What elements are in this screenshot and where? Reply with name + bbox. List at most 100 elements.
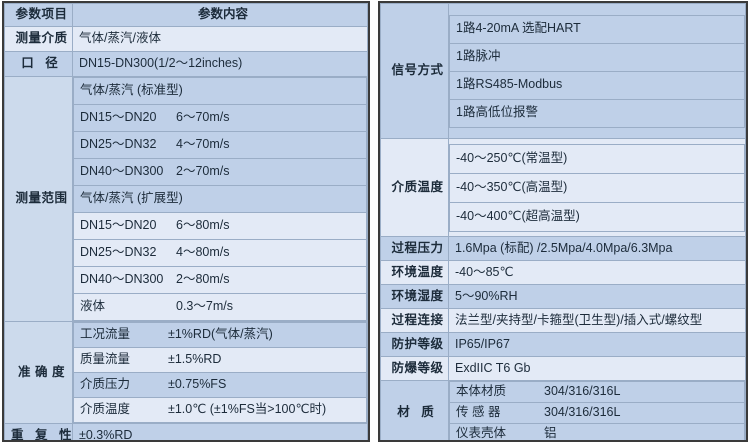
- material-name: 本体材质: [456, 384, 507, 399]
- row-label-protection-grade: 防护等级: [380, 332, 449, 357]
- list-item: DN25～DN32 4～70m/s: [73, 131, 367, 159]
- material-value: 304/316/316L: [544, 405, 621, 420]
- signal-line: 1路脉冲: [449, 42, 745, 72]
- row-value-accuracy: 工况流量 ±1%RD(气体/蒸汽) 质量流量 ±1.5%RD 介质压力 ±0.75%F…: [72, 321, 368, 424]
- signal-line: 1路高低位报警: [449, 98, 745, 128]
- row-value-medium: 气体/蒸汽/液体: [72, 26, 368, 52]
- row-value-measuring-range: 气体/蒸汽 (标准型) DN15～DN20 6～70m/s DN25～DN32 4～…: [72, 76, 368, 322]
- range-row: DN40～DN300 2～80m/s: [73, 266, 367, 294]
- accuracy-value: ±1%RD(气体/蒸汽): [168, 327, 273, 342]
- left-spec-panel: 参数项目 参数内容 测量介质 气体/蒸汽/液体 口 径 DN15-DN300(1…: [2, 1, 370, 442]
- row-label-repeatability: 重 复 性: [4, 423, 73, 440]
- row-value-process-connection: 法兰型/夹持型/卡箍型(卫生型)/插入式/螺纹型: [448, 308, 746, 333]
- range-row: DN25～DN32 4～70m/s: [73, 131, 367, 159]
- range-row: DN40～DN300 2～70m/s: [73, 158, 367, 186]
- range-name: DN25～DN32: [80, 245, 157, 260]
- row-label-medium: 测量介质: [4, 26, 73, 52]
- row-label-ambient-temp: 环境温度: [380, 260, 449, 285]
- row-value-ambient-temp: -40～85℃: [448, 260, 746, 285]
- table-row: 测量介质 气体/蒸汽/液体: [4, 26, 368, 52]
- list-item: 工况流量 ±1%RD(气体/蒸汽): [73, 322, 367, 348]
- list-item: 传 感 器 304/316/316L: [449, 402, 745, 424]
- material-name: 传 感 器: [456, 405, 501, 420]
- range-name: 气体/蒸汽 (标准型): [73, 77, 367, 105]
- table-row: 防护等级 IP65/IP67: [380, 332, 746, 357]
- material-value: 铝: [544, 426, 557, 441]
- list-item: 1路4-20mA 选配HART: [449, 14, 745, 44]
- range-value: 0.3～7m/s: [176, 299, 233, 314]
- medium-temp-line: -40～350℃(高温型): [449, 172, 745, 203]
- range-value: 6～70m/s: [176, 110, 230, 125]
- list-item: -40～250℃(常温型): [449, 143, 745, 174]
- range-row: DN25～DN32 4～80m/s: [73, 239, 367, 267]
- list-item: 质量流量 ±1.5%RD: [73, 347, 367, 373]
- table-row-material: 材 质 本体材质 304/316/316L 传 感 器 304/316/316L: [380, 380, 746, 441]
- material-list: 本体材质 304/316/316L 传 感 器 304/316/316L 仪表壳体 铝: [449, 381, 745, 441]
- row-value-repeatability: ±0.3%RD: [72, 423, 368, 440]
- table-row-accuracy: 准 确 度 工况流量 ±1%RD(气体/蒸汽) 质量流量 ±1.5%RD: [4, 321, 368, 424]
- accuracy-value: ±0.75%FS: [168, 377, 227, 392]
- table-row: 防爆等级 ExdIIC T6 Gb: [380, 356, 746, 381]
- list-item: DN40～DN300 2～70m/s: [73, 158, 367, 186]
- list-item: -40～400℃(超高温型): [449, 201, 745, 232]
- accuracy-name: 介质温度: [80, 402, 131, 417]
- table-row: 重 复 性 ±0.3%RD: [4, 423, 368, 440]
- medium-temp-line: -40～400℃(超高温型): [449, 201, 745, 232]
- medium-temp-line: -40～250℃(常温型): [449, 143, 745, 174]
- range-row: DN15～DN20 6～80m/s: [73, 212, 367, 240]
- list-item: 气体/蒸汽 (扩展型): [73, 185, 367, 213]
- table-row-signal: 信号方式 1路4-20mA 选配HART 1路脉冲 1路RS485-Modbus…: [380, 3, 746, 139]
- accuracy-value: ±1.0℃ (±1%FS当>100℃时): [168, 402, 327, 417]
- row-value-medium-temp: -40～250℃(常温型) -40～350℃(高温型) -40～400℃(超高温…: [448, 138, 746, 237]
- row-value-process-pressure: 1.6Mpa (标配) /2.5Mpa/4.0Mpa/6.3Mpa: [448, 236, 746, 261]
- range-name: DN15～DN20: [80, 218, 157, 233]
- accuracy-name: 介质压力: [80, 377, 131, 392]
- table-row-measuring-range: 测量范围 气体/蒸汽 (标准型) DN15～DN20 6～70m/s: [4, 76, 368, 322]
- row-value-diameter: DN15-DN300(1/2～12inches): [72, 51, 368, 77]
- table-row: 环境湿度 5～90%RH: [380, 284, 746, 309]
- table-row: 过程连接 法兰型/夹持型/卡箍型(卫生型)/插入式/螺纹型: [380, 308, 746, 333]
- list-item: 1路脉冲: [449, 42, 745, 72]
- table-row: 环境温度 -40～85℃: [380, 260, 746, 285]
- material-name: 仪表壳体: [456, 426, 507, 441]
- row-label-signal: 信号方式: [380, 3, 449, 139]
- list-item: -40～350℃(高温型): [449, 172, 745, 203]
- range-name: DN40～DN300: [80, 164, 164, 179]
- row-label-process-connection: 过程连接: [380, 308, 449, 333]
- row-label-explosion-grade: 防爆等级: [380, 356, 449, 381]
- table-row: 过程压力 1.6Mpa (标配) /2.5Mpa/4.0Mpa/6.3Mpa: [380, 236, 746, 261]
- list-item: 1路高低位报警: [449, 98, 745, 128]
- list-item: 介质压力 ±0.75%FS: [73, 372, 367, 398]
- table-row: 参数项目 参数内容: [4, 3, 368, 27]
- material-row: 本体材质 304/316/316L: [449, 381, 745, 403]
- row-label-material: 材 质: [380, 380, 449, 440]
- range-name: 气体/蒸汽 (扩展型): [73, 185, 367, 213]
- range-value: 2～70m/s: [176, 164, 230, 179]
- right-spec-panel: 信号方式 1路4-20mA 选配HART 1路脉冲 1路RS485-Modbus…: [378, 1, 748, 442]
- row-value-signal: 1路4-20mA 选配HART 1路脉冲 1路RS485-Modbus 1路高低…: [448, 3, 746, 139]
- accuracy-name: 工况流量: [80, 327, 131, 342]
- accuracy-list: 工况流量 ±1%RD(气体/蒸汽) 质量流量 ±1.5%RD 介质压力 ±0.75%F…: [73, 322, 367, 423]
- row-label-measuring-range: 测量范围: [4, 76, 73, 322]
- range-value: 4～80m/s: [176, 245, 230, 260]
- range-name: 液体: [80, 299, 106, 314]
- row-label-accuracy: 准 确 度: [4, 321, 73, 424]
- measuring-range-list: 气体/蒸汽 (标准型) DN15～DN20 6～70m/s DN25～DN32 4～…: [73, 77, 367, 321]
- accuracy-row: 介质温度 ±1.0℃ (±1%FS当>100℃时): [73, 397, 367, 423]
- row-label-medium-temp: 介质温度: [380, 138, 449, 237]
- accuracy-value: ±1.5%RD: [168, 352, 222, 367]
- header-cell-content: 参数内容: [72, 3, 368, 27]
- material-value: 304/316/316L: [544, 384, 621, 399]
- row-label-diameter: 口 径: [4, 51, 73, 77]
- range-name: DN25～DN32: [80, 137, 157, 152]
- list-item: 本体材质 304/316/316L: [449, 381, 745, 403]
- row-value-protection-grade: IP65/IP67: [448, 332, 746, 357]
- range-row: DN15～DN20 6～70m/s: [73, 104, 367, 132]
- list-item: 1路RS485-Modbus: [449, 70, 745, 100]
- row-value-explosion-grade: ExdIIC T6 Gb: [448, 356, 746, 381]
- list-item: 介质温度 ±1.0℃ (±1%FS当>100℃时): [73, 397, 367, 423]
- range-value: 6～80m/s: [176, 218, 230, 233]
- row-value-ambient-humidity: 5～90%RH: [448, 284, 746, 309]
- left-spec-table: 参数项目 参数内容 测量介质 气体/蒸汽/液体 口 径 DN15-DN300(1…: [4, 3, 368, 440]
